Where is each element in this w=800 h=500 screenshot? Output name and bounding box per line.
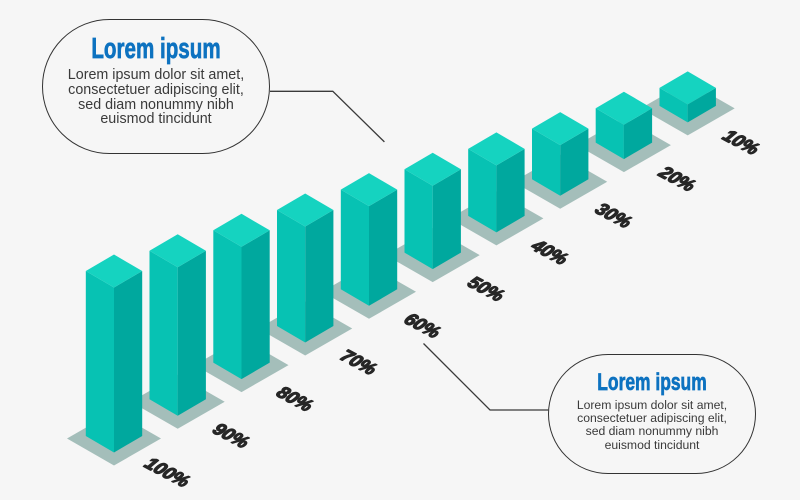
- svg-text:20%: 20%: [654, 162, 700, 195]
- svg-text:40%: 40%: [527, 236, 573, 269]
- svg-text:30%: 30%: [591, 199, 636, 231]
- svg-text:100%: 100%: [141, 454, 195, 491]
- svg-text:90%: 90%: [209, 419, 254, 451]
- svg-text:50%: 50%: [464, 273, 509, 305]
- svg-text:10%: 10%: [719, 126, 764, 158]
- svg-text:80%: 80%: [273, 383, 318, 415]
- svg-text:60%: 60%: [400, 309, 445, 341]
- svg-text:70%: 70%: [336, 346, 381, 378]
